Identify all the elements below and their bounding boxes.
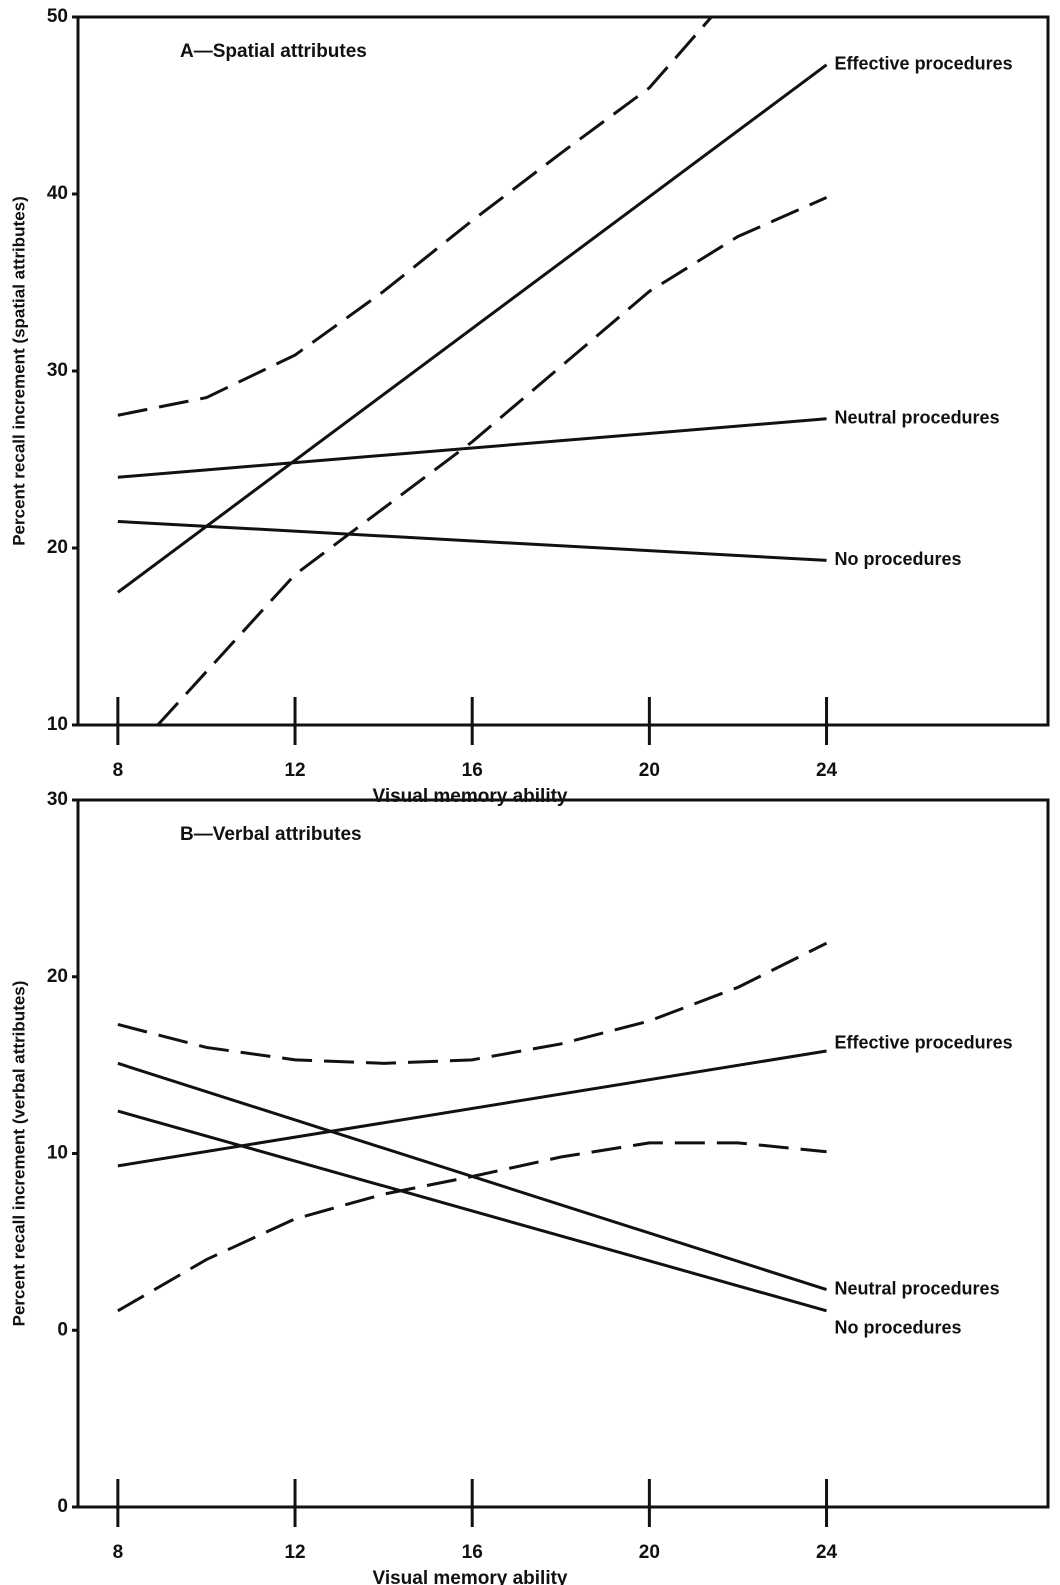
confidence-band (117, 941, 828, 1065)
regression-line (117, 417, 827, 479)
y-tick-label: 20 (47, 966, 68, 987)
line-label: Neutral procedures (835, 1278, 1000, 1298)
x-tick-label: 8 (113, 760, 124, 781)
x-axis-label: Visual memory ability (372, 1568, 567, 1585)
x-tick-label: 12 (284, 1542, 305, 1563)
y-tick-label: 0 (57, 1319, 68, 1340)
plot-frame (76, 15, 1050, 727)
y-tick-label: 50 (47, 6, 68, 27)
x-tick-label: 24 (816, 1542, 838, 1563)
confidence-band (156, 196, 828, 727)
regression-line (117, 519, 827, 562)
regression-line (117, 1049, 827, 1168)
panel-title: A—Spatial attributes (180, 41, 367, 62)
line-label: Effective procedures (835, 54, 1013, 74)
regression-line (116, 63, 828, 594)
y-tick-label: 30 (47, 360, 68, 381)
line-label: Effective procedures (835, 1033, 1013, 1053)
x-tick-label: 20 (639, 760, 660, 781)
y-axis-label: Percent recall increment (verbal attribu… (9, 981, 28, 1327)
panel-title: B—Verbal attributes (180, 824, 362, 845)
y-tick-label: 20 (47, 537, 68, 558)
line-label: No procedures (835, 549, 962, 569)
x-tick-label: 24 (816, 760, 838, 781)
regression-line (117, 1061, 827, 1292)
y-tick-label: 0 (57, 1496, 68, 1517)
line-label: No procedures (835, 1318, 962, 1338)
x-tick-label: 20 (639, 1542, 660, 1563)
confidence-band (117, 16, 713, 417)
y-tick-label: 30 (47, 789, 68, 810)
x-tick-label: 16 (462, 1542, 483, 1563)
y-tick-label: 10 (47, 714, 68, 735)
plot-frame (76, 798, 1050, 1509)
x-tick-label: 8 (113, 1542, 124, 1563)
line-label: Neutral procedures (835, 408, 1000, 428)
y-tick-label: 40 (47, 183, 68, 204)
x-tick-label: 12 (284, 760, 305, 781)
x-axis-label: Visual memory ability (372, 786, 567, 807)
confidence-band (117, 1141, 827, 1313)
y-tick-label: 10 (47, 1143, 68, 1164)
x-tick-label: 16 (462, 760, 483, 781)
regression-line (117, 1109, 827, 1313)
y-axis-label: Percent recall increment (spatial attrib… (9, 196, 28, 546)
